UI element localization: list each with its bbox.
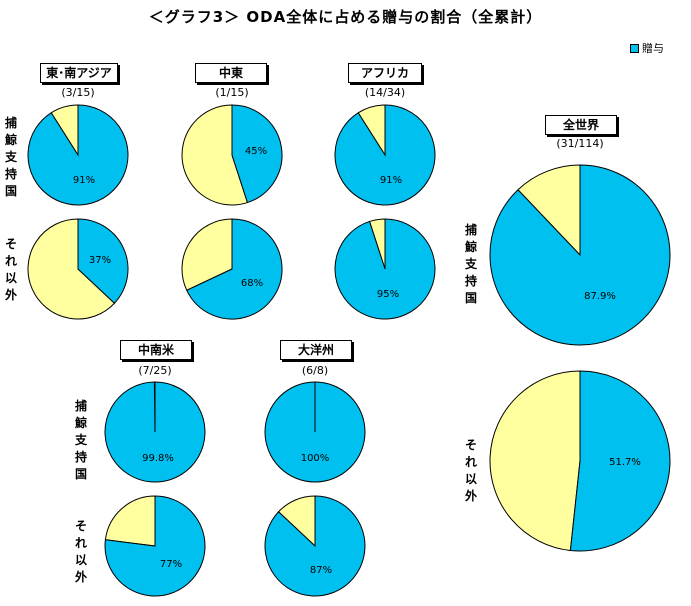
- legend-label-grant: 贈与: [642, 42, 664, 55]
- pie-slice-grant: [77, 218, 129, 304]
- pie-latin-america-support: 99.8%: [104, 381, 206, 483]
- pie-data-label: 91%: [380, 175, 402, 186]
- pie-data-label: 95%: [377, 289, 399, 300]
- count-africa: (14/34): [364, 86, 406, 99]
- pie-east-se-asia-support: 91%: [27, 104, 129, 206]
- pie-oceania-other: 87%: [264, 495, 366, 597]
- pie-slice-other: [181, 104, 249, 206]
- row-label-support-top: 捕鯨支持国: [4, 116, 17, 198]
- pie-data-label: 68%: [241, 278, 263, 289]
- region-label-east-se-asia: 東･南アジア: [40, 63, 118, 83]
- region-label-oceania: 大洋州: [280, 340, 352, 360]
- pie-slice-other: [517, 164, 581, 257]
- region-label-africa: アフリカ: [348, 63, 422, 83]
- pie-slice-grant: [186, 218, 283, 320]
- pie-slice-other: [181, 218, 233, 291]
- pie-africa-support: 91%: [334, 104, 436, 206]
- pie-data-label: 45%: [245, 146, 267, 157]
- count-latin-america: (7/25): [138, 364, 172, 377]
- pie-data-label: 77%: [160, 559, 182, 570]
- count-middle-east: (1/15): [215, 86, 249, 99]
- row-label-support-bottom: 捕鯨支持国: [74, 399, 87, 481]
- pie-middle-east-support: 45%: [181, 104, 283, 206]
- pie-latin-america-other: 77%: [104, 495, 206, 597]
- pie-data-label: 51.7%: [609, 457, 641, 468]
- region-label-world: 全世界: [545, 115, 617, 135]
- chart-title: ＜グラフ3＞ ODA全体に占める贈与の割合（全累計）: [148, 8, 543, 26]
- pie-data-label: 87%: [310, 565, 332, 576]
- pie-middle-east-other: 68%: [181, 218, 283, 320]
- pie-oceania-support: 100%: [264, 381, 366, 483]
- pie-data-label: 100%: [301, 453, 330, 464]
- pie-slice-grant: [334, 104, 436, 206]
- pie-slice-other: [489, 370, 581, 552]
- pie-slice-grant: [334, 218, 436, 320]
- pie-world-support: 87.9%: [489, 164, 671, 346]
- pie-slice-grant: [104, 381, 206, 483]
- pie-slice-other: [27, 218, 116, 320]
- row-label-other-bottom: それ以外: [74, 519, 87, 584]
- pie-east-se-asia-other: 37%: [27, 218, 129, 320]
- pie-slice-grant: [27, 104, 129, 206]
- row-label-other-world: それ以外: [464, 438, 477, 503]
- legend: 贈与: [630, 40, 664, 56]
- pie-world-other: 51.7%: [489, 370, 671, 552]
- pie-africa-other: 95%: [334, 218, 436, 320]
- pie-data-label: 99.8%: [142, 453, 174, 464]
- pie-slice-grant: [569, 370, 671, 552]
- count-oceania: (6/8): [301, 364, 329, 377]
- row-label-support-world: 捕鯨支持国: [464, 223, 477, 305]
- pie-slice-grant: [489, 164, 671, 346]
- pie-slice-other: [104, 495, 156, 547]
- count-world: (31/114): [556, 137, 604, 150]
- region-label-middle-east: 中東: [195, 63, 267, 83]
- legend-swatch-grant: [630, 44, 639, 53]
- pie-data-label: 37%: [89, 255, 111, 266]
- pie-slice-grant: [264, 495, 366, 597]
- row-label-other-top: それ以外: [4, 237, 17, 302]
- pie-slice-grant: [231, 104, 283, 204]
- pie-data-label: 91%: [73, 175, 95, 186]
- region-label-latin-america: 中南米: [120, 340, 192, 360]
- pie-data-label: 87.9%: [584, 291, 616, 302]
- count-east-se-asia: (3/15): [61, 86, 95, 99]
- pie-slice-grant: [104, 495, 206, 597]
